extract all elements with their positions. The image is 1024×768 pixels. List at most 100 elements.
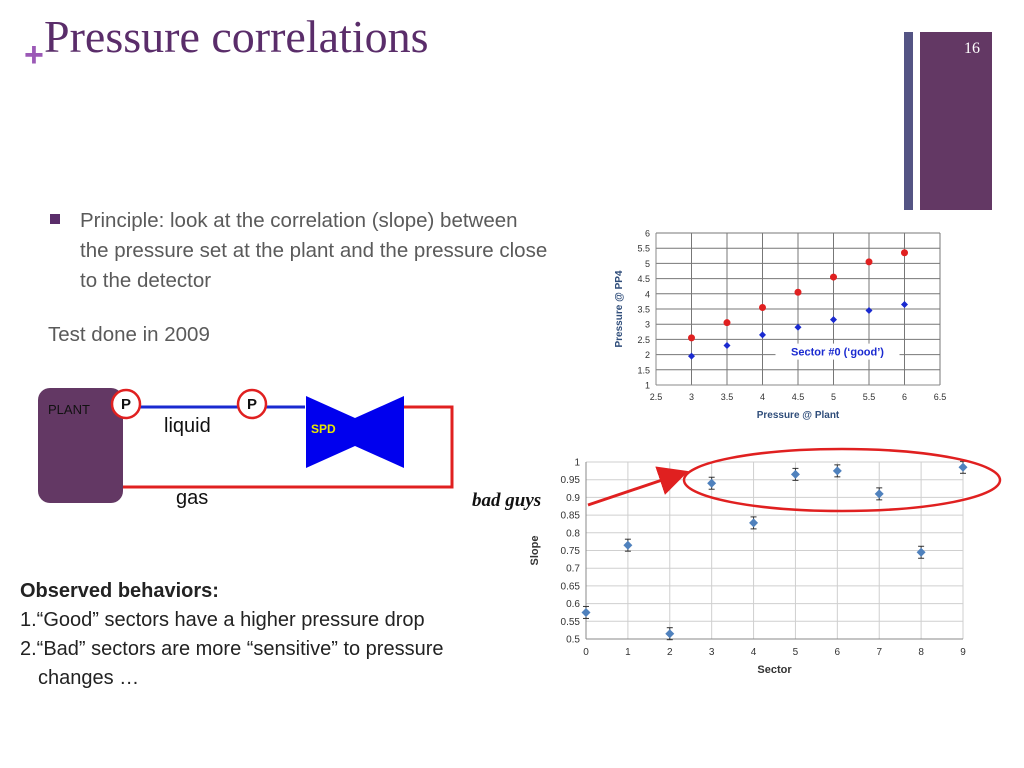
x-tick-label: 0 <box>583 647 589 658</box>
pressure-gauge-1-icon <box>110 388 142 420</box>
data-point-series-1 <box>794 323 802 331</box>
x-tick-label: 1 <box>625 647 631 658</box>
decor-bar-wide <box>920 32 992 210</box>
test-note: Test done in 2009 <box>48 323 210 346</box>
x-tick-label: 5 <box>831 392 836 402</box>
data-point-series-0 <box>723 319 731 327</box>
y-tick-label: 0.9 <box>566 493 580 504</box>
highlight-overlay <box>587 447 1002 513</box>
liquid-label: liquid <box>164 415 211 437</box>
data-point-series-0 <box>623 540 633 550</box>
plant-label: PLANT <box>48 402 90 417</box>
observed-behaviors: Observed behaviors: 1.“Good” sectors hav… <box>20 577 540 693</box>
cooling-loop-diagram: PLANT P P liquid gas SPD <box>38 388 454 509</box>
bad-guys-arrow <box>587 466 689 507</box>
x-tick-label: 3 <box>689 392 694 402</box>
x-tick-label: 5 <box>793 647 799 658</box>
y-tick-label: 2.5 <box>637 335 650 345</box>
bullet-square-icon <box>50 214 60 224</box>
data-point-series-1 <box>723 341 731 349</box>
y-tick-label: 3 <box>645 320 650 330</box>
y-tick-label: 4 <box>645 289 650 299</box>
spd-shape <box>306 396 404 468</box>
y-tick-label: 0.75 <box>561 546 581 557</box>
x-tick-label: 4 <box>751 647 757 658</box>
x-tick-label: 4 <box>760 392 765 402</box>
x-tick-label: 3 <box>709 647 715 658</box>
x-tick-label: 7 <box>876 647 882 658</box>
data-point-series-0 <box>830 273 837 281</box>
x-tick-label: 3.5 <box>721 392 734 402</box>
data-point-series-1 <box>759 331 766 339</box>
data-point-series-1 <box>830 316 837 324</box>
y-tick-label: 4.5 <box>637 274 650 284</box>
data-point-series-0 <box>790 469 800 479</box>
y-tick-label: 0.55 <box>561 617 581 628</box>
gas-line <box>123 405 454 489</box>
observed-item-1: 1.“Good” sectors have a higher pressure … <box>20 609 425 631</box>
data-point-series-0 <box>749 518 759 528</box>
y-tick-label: 0.8 <box>566 528 580 539</box>
x-tick-label: 8 <box>918 647 924 658</box>
y-tick-label: 1 <box>645 381 650 391</box>
data-point-series-1 <box>865 307 873 315</box>
data-point-series-0 <box>901 249 908 257</box>
plus-icon: + <box>24 36 44 74</box>
data-point-series-0 <box>707 478 717 488</box>
y-axis-label: Pressure @ PP4 <box>614 270 625 347</box>
observed-item-2-cont: changes … <box>38 667 140 689</box>
annotation-background <box>775 343 900 360</box>
x-tick-label: 9 <box>960 647 966 658</box>
slide-number: 16 <box>964 40 980 57</box>
pressure-chart: 1 1.5 2 2.5 3 3.5 4 4.5 5 5.5 6 2.5 3 3.5 4 4.5 5 5.5 6 6.5… <box>614 229 947 422</box>
data-point-series-0 <box>865 258 873 266</box>
data-point-series-0 <box>794 288 802 296</box>
data-point-series-0 <box>759 303 766 311</box>
observed-heading: Observed behaviors: <box>20 580 219 602</box>
x-tick-label: 6 <box>835 647 841 658</box>
bad-guys-ellipse <box>682 447 1002 513</box>
y-tick-label: 1 <box>574 458 580 469</box>
y-tick-label: 5.5 <box>637 244 650 254</box>
data-point-series-0 <box>874 489 884 499</box>
y-tick-label: 0.7 <box>566 564 580 575</box>
y-tick-label: 0.6 <box>566 599 580 610</box>
y-tick-label: 0.85 <box>561 511 581 522</box>
data-point-series-0 <box>916 547 926 557</box>
y-tick-label: 0.95 <box>561 475 581 486</box>
y-axis-label: Slope <box>529 536 541 566</box>
bad-guys-label: bad guys <box>472 490 542 511</box>
data-point-series-1 <box>901 300 908 308</box>
x-axis-label: Pressure @ Plant <box>757 410 840 421</box>
observed-item-2: 2.“Bad” sectors are more “sensitive” to … <box>20 638 444 660</box>
decor-bar-thin <box>904 32 913 210</box>
data-point-series-0 <box>581 607 591 617</box>
data-point-series-0 <box>688 334 695 342</box>
x-tick-label: 6.5 <box>934 392 947 402</box>
spd-label: SPD <box>311 422 336 436</box>
chart-annotation: Sector #0 (‘good’) <box>791 347 884 359</box>
y-tick-label: 3.5 <box>637 305 650 315</box>
x-tick-label: 5.5 <box>863 392 876 402</box>
data-point-series-0 <box>832 466 842 476</box>
x-axis-label: Sector <box>757 664 792 676</box>
y-tick-label: 1.5 <box>637 365 650 375</box>
pressure-gauge-2-icon <box>236 388 268 420</box>
data-point-series-0 <box>958 462 968 472</box>
principle-text: Principle: look at the correlation (slop… <box>80 209 548 292</box>
y-tick-label: 0.65 <box>561 581 581 592</box>
slide-title: Pressure correlations <box>44 11 429 62</box>
x-tick-label: 4.5 <box>792 392 805 402</box>
y-tick-label: 2 <box>645 350 650 360</box>
y-tick-label: 5 <box>645 259 650 269</box>
y-tick-label: 0.5 <box>566 635 580 646</box>
x-tick-label: 2 <box>667 647 673 658</box>
slope-chart: 0.5 0.55 0.6 0.65 0.7 0.75 0.8 0.85 0.9 0.95 1 0 1 2 3… <box>529 458 968 676</box>
x-tick-label: 2.5 <box>650 392 663 402</box>
plant-box <box>38 388 123 503</box>
data-point-series-0 <box>665 629 675 639</box>
y-tick-label: 6 <box>645 229 650 239</box>
gas-label: gas <box>176 487 208 509</box>
p-label-2: P <box>247 396 257 413</box>
p-label-1: P <box>121 396 131 413</box>
